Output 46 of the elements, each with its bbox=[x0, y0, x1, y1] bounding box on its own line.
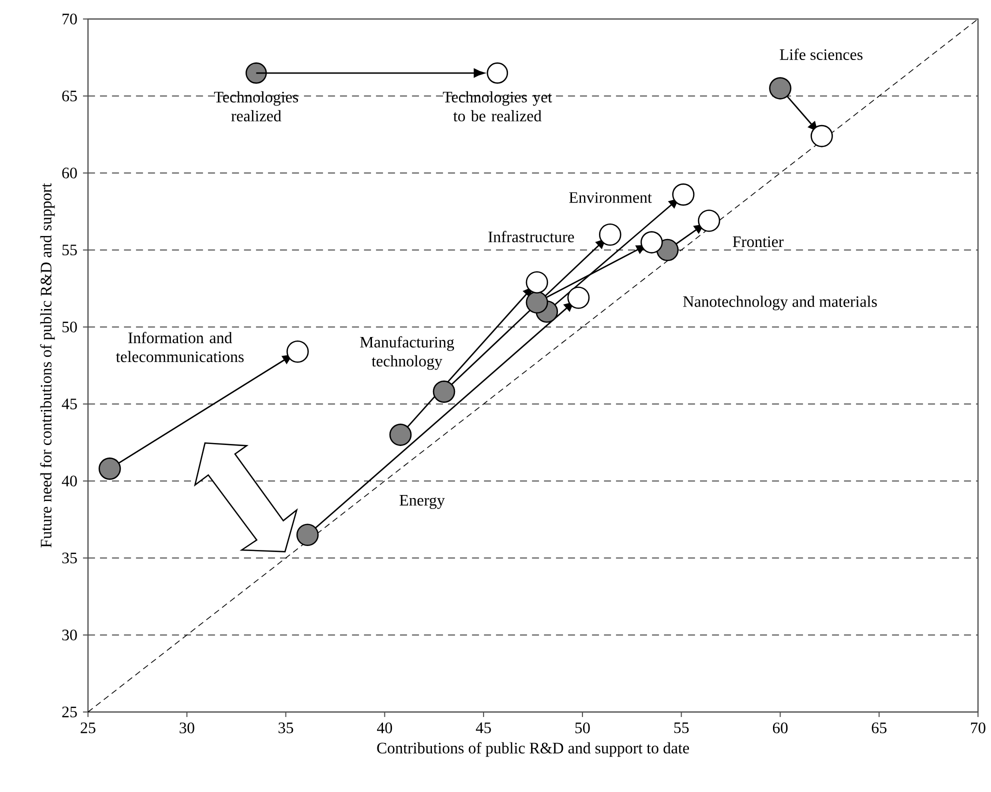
annotation: Energy bbox=[400, 495, 445, 509]
y-tick-label: 55 bbox=[62, 244, 77, 256]
x-tick-label: 65 bbox=[872, 722, 886, 734]
annotation: Frontier bbox=[732, 236, 784, 248]
annotation: Nanotechnology and materials bbox=[683, 296, 877, 310]
point bbox=[389, 424, 412, 446]
x-tick-label: 50 bbox=[575, 722, 590, 734]
point bbox=[810, 124, 833, 148]
y-tick-label: 25 bbox=[62, 706, 77, 718]
y-tick-label: 40 bbox=[62, 476, 77, 486]
annotation: Life sciences bbox=[780, 48, 862, 60]
point bbox=[698, 210, 720, 232]
x-tick-label: 40 bbox=[377, 722, 392, 734]
y-tick-label: 35 bbox=[62, 552, 77, 564]
y-tick-label: 45 bbox=[62, 398, 77, 410]
x-axis-title: Contributions of public R&D and support to date bbox=[377, 742, 689, 757]
point bbox=[432, 380, 456, 403]
point bbox=[286, 340, 309, 363]
x-tick-label: 30 bbox=[180, 722, 194, 734]
annotation: Infrastructure bbox=[488, 230, 574, 242]
y-tick-label: 65 bbox=[62, 90, 77, 102]
point bbox=[98, 458, 121, 480]
point bbox=[567, 286, 590, 309]
annotation: Information and telecommunications bbox=[116, 332, 244, 362]
legend-label: Technologies realized bbox=[214, 91, 298, 122]
x-tick-label: 55 bbox=[674, 722, 689, 734]
point bbox=[598, 223, 622, 246]
y-tick-label: 50 bbox=[62, 322, 77, 332]
x-tick-label: 60 bbox=[772, 722, 788, 734]
x-tick-label: 25 bbox=[80, 722, 96, 734]
y-tick-label: 70 bbox=[62, 14, 77, 24]
y-tick-label: 60 bbox=[62, 168, 77, 178]
annotation: Environment bbox=[569, 192, 652, 203]
legend-label: Technologies yet to be realized bbox=[442, 91, 552, 122]
x-tick-label: 45 bbox=[476, 722, 491, 734]
x-tick-label: 70 bbox=[971, 722, 986, 734]
point bbox=[672, 183, 694, 206]
y-axis-title: Future need for contributions of public R&D and support bbox=[40, 183, 55, 548]
point bbox=[769, 77, 792, 100]
y-tick-label: 30 bbox=[62, 630, 77, 640]
point bbox=[296, 524, 319, 546]
annotation: Manufacturing technology bbox=[360, 336, 454, 370]
point bbox=[526, 291, 548, 314]
point bbox=[640, 231, 663, 254]
point bbox=[526, 271, 548, 294]
x-tick-label: 35 bbox=[278, 722, 294, 734]
